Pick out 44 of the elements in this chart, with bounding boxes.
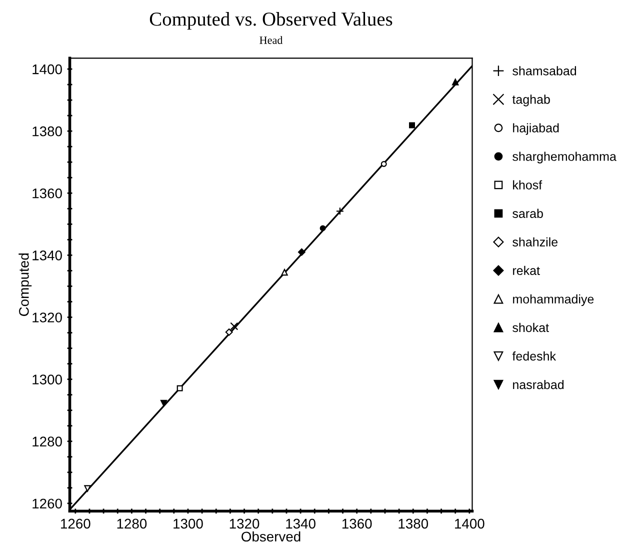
point [298,248,306,256]
x-tick-label: 1360 [342,518,372,529]
x-axis-title: Observed [242,531,300,542]
legend-label: nasrabad [513,380,564,390]
x-tick-label: 1340 [286,518,316,529]
point [452,78,459,86]
chart-title: Computed vs. Observed Values [150,12,392,30]
point [176,385,183,392]
legend-label: shahzile [512,237,558,246]
point [320,225,326,232]
legend-label: shokat [512,322,549,332]
y-tick-label: 1360 [32,188,62,198]
y-tick-label: 1260 [32,498,62,509]
y-tick-label: 1400 [32,64,62,74]
point [160,400,168,406]
point [336,207,344,216]
legend-label: fedeshk [512,351,556,361]
y-tick-label: 1320 [32,312,62,322]
x-tick-label: 1380 [398,518,428,529]
x-tick-label: 1280 [117,518,147,529]
y-axis-title: Computed [18,254,32,316]
legend-label: sarab [512,208,543,218]
y-tick-label: 1380 [32,126,62,136]
point [380,160,387,167]
point [281,268,288,276]
y-tick-label: 1280 [32,436,62,446]
chart-subtitle: Head [260,36,283,44]
legend-label: mohammadiye [513,294,594,306]
point [225,328,233,336]
x-tick-label: 1400 [455,518,484,529]
point [230,322,238,330]
x-tick-label: 1300 [174,518,203,529]
point [409,122,415,128]
legend-label: khosf [513,180,542,190]
y-tick-label: 1300 [32,374,62,384]
y-tick-label: 1340 [32,250,62,260]
legend-label: shamsabad [512,66,576,76]
point [84,485,91,492]
x-tick-label: 1320 [230,518,260,529]
legend-label: sharghemohamma [512,152,616,164]
legend-label: hajiabad [513,123,559,135]
x-tick-label: 1260 [61,518,90,529]
legend-label: rekat [513,266,540,276]
legend-label: taghab [512,94,550,106]
